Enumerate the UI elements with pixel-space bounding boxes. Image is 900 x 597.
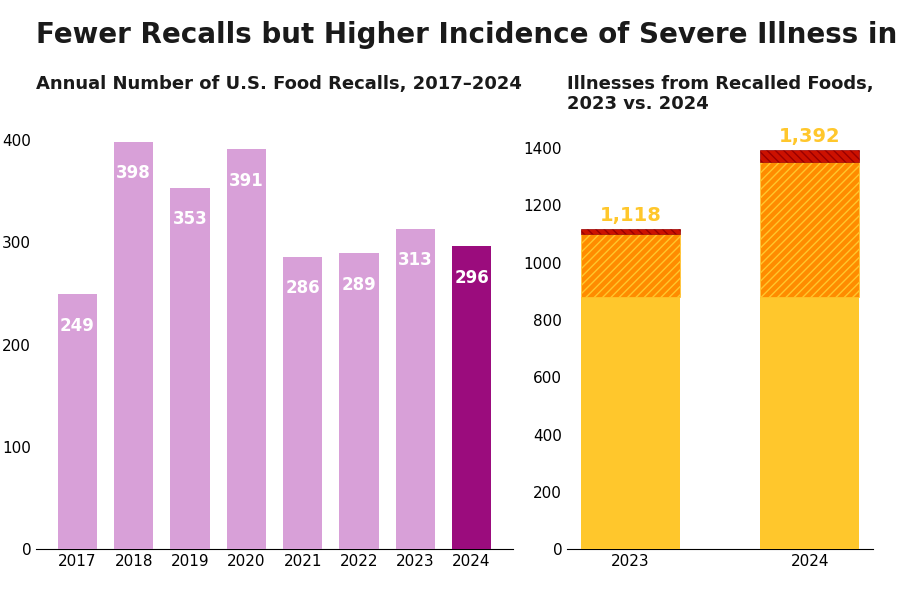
Text: 313: 313 — [398, 251, 433, 269]
Text: 353: 353 — [173, 211, 207, 229]
Bar — [760, 162, 860, 297]
Text: Illnesses from Recalled Foods,
2023 vs. 2024: Illnesses from Recalled Foods, 2023 vs. … — [567, 75, 874, 113]
Text: 391: 391 — [229, 171, 264, 190]
Text: 289: 289 — [342, 276, 376, 294]
Text: Fewer Recalls but Higher Incidence of Severe Illness in 2024: Fewer Recalls but Higher Incidence of Se… — [36, 21, 900, 49]
Text: 296: 296 — [454, 269, 489, 287]
Bar — [760, 297, 860, 549]
Bar — [760, 150, 860, 162]
Text: Annual Number of U.S. Food Recalls, 2017–2024: Annual Number of U.S. Food Recalls, 2017… — [36, 75, 522, 93]
Text: 398: 398 — [116, 164, 151, 183]
Bar — [580, 234, 680, 297]
Text: 286: 286 — [285, 279, 320, 297]
Text: 1,392: 1,392 — [778, 127, 841, 146]
Bar — [396, 229, 435, 549]
Text: 249: 249 — [60, 317, 94, 335]
Bar — [339, 254, 379, 549]
Text: 1,118: 1,118 — [599, 205, 661, 224]
Bar — [227, 149, 266, 549]
Bar — [283, 257, 322, 549]
Bar — [58, 294, 97, 549]
Bar — [114, 142, 153, 549]
Bar — [452, 247, 491, 549]
Bar — [580, 297, 680, 549]
Bar — [170, 188, 210, 549]
Bar — [580, 229, 680, 234]
